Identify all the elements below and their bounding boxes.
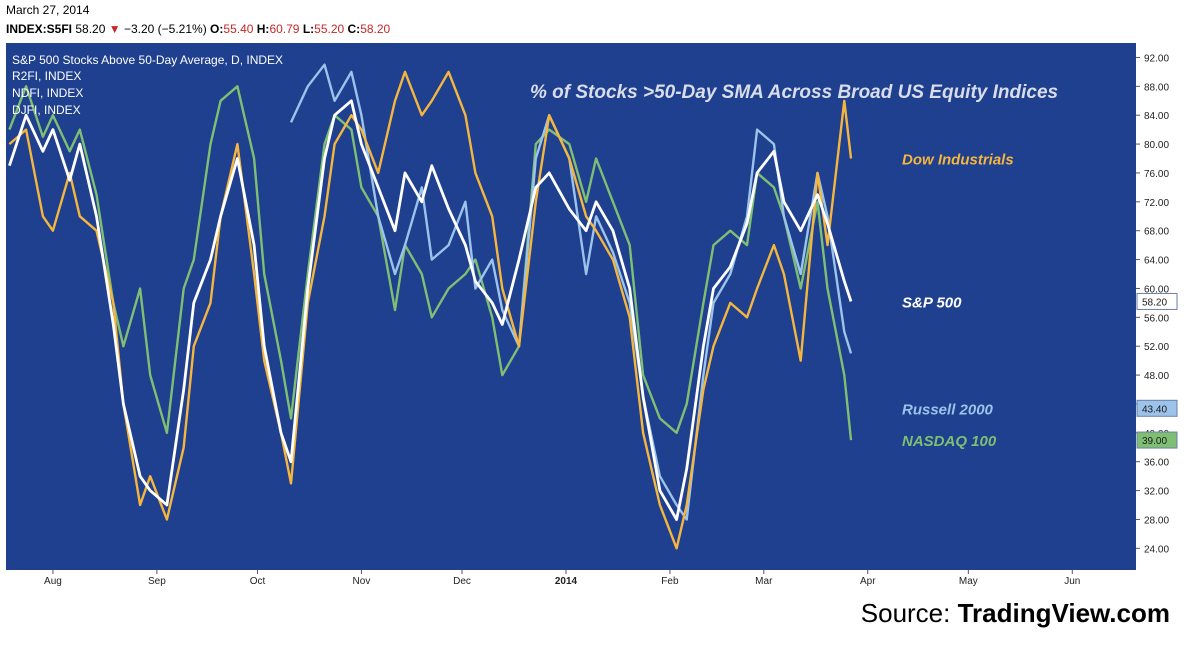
chart-title: % of Stocks >50-Day SMA Across Broad US …	[530, 82, 1058, 103]
high-label: H:	[256, 22, 270, 36]
y-tick-label: 52.00	[1144, 342, 1169, 353]
close-value: 58.20	[360, 22, 391, 36]
open-value: 55.40	[223, 22, 254, 36]
line-chart[interactable]: 24.0028.0032.0036.0040.0044.0048.0052.00…	[0, 40, 1184, 590]
x-tick-label: Feb	[661, 576, 679, 587]
series-name-label: Dow Industrials	[902, 152, 1014, 169]
series-line-nasdaq-100	[8, 85, 853, 441]
y-tick-label: 88.00	[1144, 82, 1169, 93]
last-value-text: 39.00	[1142, 436, 1167, 447]
y-tick-label: 80.00	[1144, 140, 1169, 151]
y-tick-label: 60.00	[1144, 284, 1169, 295]
y-tick-label: 36.00	[1144, 458, 1169, 469]
last-value: 58.20	[75, 22, 106, 36]
series-name-labels: S&P 500 Russell 2000 NASDAQ 100 Dow Industr…	[902, 152, 1014, 451]
last-value-text: 58.20	[1142, 297, 1167, 308]
y-tick-label: 28.00	[1144, 515, 1169, 526]
symbol[interactable]: INDEX:S5FI	[6, 22, 73, 36]
change-value: −3.20 (−5.21%)	[123, 22, 207, 36]
y-tick-label: 64.00	[1144, 256, 1169, 267]
series-name-label: NASDAQ 100	[902, 433, 997, 450]
y-tick-label: 48.00	[1144, 371, 1169, 382]
y-tick-label: 84.00	[1144, 111, 1169, 122]
y-tick-label: 92.00	[1144, 53, 1169, 64]
last-value-text: 43.40	[1142, 404, 1167, 415]
y-tick-label: 56.00	[1144, 313, 1169, 324]
source-brand: TradingView.com	[957, 598, 1170, 628]
legend-line-spx[interactable]: S&P 500 Stocks Above 50-Day Average, D, …	[12, 53, 283, 67]
y-tick-label: 68.00	[1144, 227, 1169, 238]
low-value: 55.20	[314, 22, 345, 36]
y-tick-label: 76.00	[1144, 169, 1169, 180]
legend: S&P 500 Stocks Above 50-Day Average, D, …	[12, 53, 283, 117]
x-tick-label: Oct	[250, 576, 266, 587]
header-date: March 27, 2014	[6, 3, 90, 17]
x-tick-label: Apr	[860, 576, 876, 587]
x-tick-label: May	[959, 576, 978, 587]
low-label: L:	[302, 22, 315, 36]
series-lines	[8, 63, 853, 550]
series-name-label: Russell 2000	[902, 401, 994, 418]
down-arrow-icon: ▼	[108, 22, 121, 36]
high-value: 60.79	[269, 22, 300, 36]
source-credit: Source: TradingView.com	[861, 598, 1170, 629]
source-prefix: Source:	[860, 598, 958, 628]
series-line-s-p-500	[8, 99, 853, 521]
series-line-russell-2000	[289, 63, 853, 521]
y-tick-label: 72.00	[1144, 198, 1169, 209]
legend-line-ndfi[interactable]: NDFI, INDEX	[12, 86, 83, 100]
x-tick-label: Jun	[1064, 576, 1080, 587]
x-tick-label: Aug	[44, 576, 62, 587]
last-value-badge	[1136, 431, 1178, 449]
close-label: C:	[347, 22, 361, 36]
x-tick-label: Sep	[148, 576, 166, 587]
x-tick-label: 2014	[555, 576, 578, 587]
time-scale-background	[6, 570, 1136, 588]
plot-background	[6, 43, 1136, 570]
y-tick-label: 32.00	[1144, 487, 1169, 498]
open-label: O:	[210, 22, 224, 36]
last-value-labels: 58.20 43.40 39.00	[1136, 292, 1178, 449]
x-axis: Aug Sep Oct Nov Dec 2014 Feb Mar Apr May Jun	[44, 570, 1080, 587]
last-value-badge	[1136, 292, 1178, 310]
y-tick-label: 24.00	[1144, 544, 1169, 555]
series-name-label: S&P 500	[902, 294, 962, 311]
last-value-badge	[1136, 399, 1178, 417]
x-tick-label: Nov	[353, 576, 371, 587]
series-line-dow-industrials	[8, 70, 853, 550]
quote-bar: INDEX:S5FI 58.20 ▼ −3.20 (−5.21%) O:55.4…	[6, 22, 390, 36]
legend-line-r2fi[interactable]: R2FI, INDEX	[12, 69, 81, 83]
x-tick-label: Dec	[453, 576, 471, 587]
x-tick-label: Mar	[755, 576, 773, 587]
legend-line-djfi[interactable]: DJFI, INDEX	[12, 103, 81, 117]
